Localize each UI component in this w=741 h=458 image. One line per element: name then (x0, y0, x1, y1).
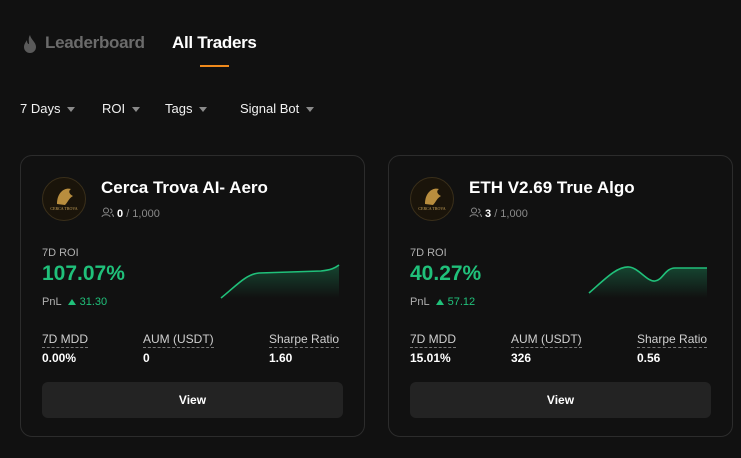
caret (67, 107, 76, 113)
eagle-logo (425, 188, 441, 205)
pnl-label: PnL (42, 296, 62, 308)
trader-name[interactable]: ETH V2.69 True Algo (469, 178, 635, 197)
users-icon (101, 207, 114, 218)
caret (132, 107, 141, 113)
sparkline-area (221, 265, 339, 298)
caret (199, 107, 208, 113)
avatar: CERCA TROVA (42, 177, 86, 221)
view-button[interactable]: View (410, 382, 711, 418)
trader-card: CERCA TROVA ETH V2.69 True Algo 3 / 1,00… (388, 155, 733, 437)
filter-dropdown[interactable]: ROI (102, 101, 141, 116)
filter-dropdown[interactable]: Tags (165, 101, 208, 116)
stat-value: 0.56 (637, 351, 661, 365)
stat-label: Sharpe Ratio (637, 332, 708, 348)
users-icon (469, 207, 482, 218)
stat-label: AUM (USDT) (511, 332, 582, 348)
tab-active[interactable]: All Traders (172, 33, 257, 52)
avatar-text: CERCA TROVA (50, 206, 78, 211)
roi-label: 7D ROI (410, 247, 447, 259)
pnl-value: 57.12 (447, 296, 476, 308)
eagle-logo (57, 188, 73, 205)
caret (306, 107, 315, 113)
stat-value: 326 (511, 351, 532, 365)
pnl-value: 31.30 (79, 296, 108, 308)
avatar-text: CERCA TROVA (418, 206, 446, 211)
trader-card: CERCA TROVA Cerca Trova AI- Aero 0 / 1,0… (20, 155, 365, 437)
sparkline-line (588, 266, 707, 294)
roi-label: 7D ROI (42, 247, 79, 259)
up-arrow (67, 299, 76, 305)
stat-value: 15.01% (410, 351, 451, 365)
up-arrow (435, 299, 444, 305)
pnl: PnL 31.30 (42, 296, 107, 308)
sparkline-area (589, 266, 707, 298)
roi-value: 40.27% (410, 262, 482, 285)
stat-label: 7D MDD (410, 332, 457, 348)
stat-label: 7D MDD (42, 332, 89, 348)
filter-dropdown[interactable]: Signal Bot (240, 101, 315, 116)
filter-label: 7 Days (20, 101, 61, 116)
flame-icon (24, 35, 36, 53)
sparkline-line (220, 264, 340, 299)
pnl-label: PnL (410, 296, 430, 308)
stat-value: 0 (143, 351, 150, 365)
capacity: / 1,000 (494, 208, 528, 220)
filter-label: Signal Bot (240, 101, 300, 116)
pnl: PnL 57.12 (410, 296, 475, 308)
view-button[interactable]: View (42, 382, 343, 418)
tab-underline (200, 65, 229, 67)
follower-count: 3 (485, 208, 492, 220)
follower-count: 0 (117, 208, 124, 220)
avatar: CERCA TROVA (410, 177, 454, 221)
filter-label: ROI (102, 101, 126, 116)
followers: 0 / 1,000 (101, 207, 160, 220)
trader-name[interactable]: Cerca Trova AI- Aero (101, 178, 268, 197)
roi-value: 107.07% (42, 262, 125, 285)
filter-dropdown[interactable]: 7 Days (20, 101, 76, 116)
stat-value: 0.00% (42, 351, 77, 365)
followers: 3 / 1,000 (469, 207, 528, 220)
filter-label: Tags (165, 101, 193, 116)
tab[interactable]: Leaderboard (45, 33, 145, 52)
stat-label: Sharpe Ratio (269, 332, 340, 348)
capacity: / 1,000 (126, 208, 160, 220)
stat-label: AUM (USDT) (143, 332, 214, 348)
stat-value: 1.60 (269, 351, 293, 365)
sparkline (588, 266, 707, 298)
sparkline (220, 264, 340, 299)
